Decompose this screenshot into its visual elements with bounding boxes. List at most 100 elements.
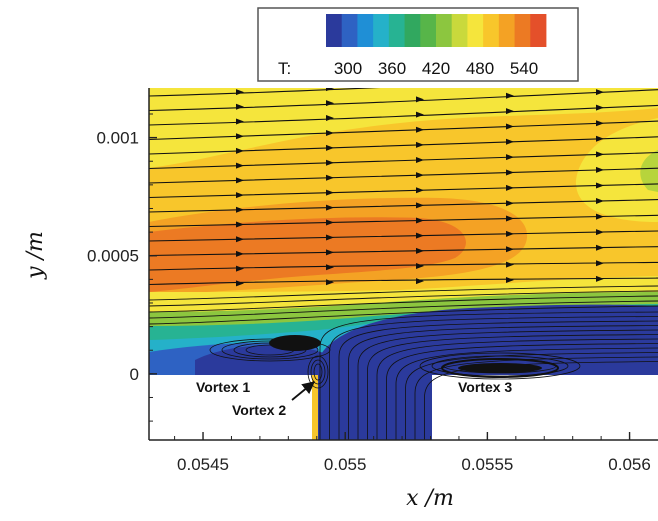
x-axis-label: x /m — [406, 486, 454, 511]
streamline-arrow — [326, 279, 334, 286]
streamline-arrow — [506, 108, 514, 115]
streamline-lower — [149, 290, 658, 307]
streamline-arrow — [596, 229, 604, 236]
colorbar-tick-label: 480 — [466, 59, 494, 78]
vortex-1-core — [269, 335, 321, 351]
streamline-arrow — [416, 202, 424, 209]
y-tick-label: 0.001 — [96, 129, 139, 148]
colorbar-swatch — [436, 14, 453, 47]
annotation-vortex-3: Vortex 3 — [458, 379, 512, 395]
streamline — [149, 104, 658, 126]
colorbar-tick-label: 420 — [422, 59, 450, 78]
streamline-jet — [367, 334, 658, 440]
streamline-arrow — [596, 74, 604, 80]
streamline-arrow — [236, 250, 244, 257]
streamline-arrow — [506, 215, 514, 222]
streamline-arrow — [326, 100, 334, 107]
y-tick-label: 0 — [130, 365, 139, 384]
streamline-lower — [149, 300, 658, 319]
colorbar-swatch — [451, 14, 468, 47]
streamline-jet — [357, 329, 658, 440]
colorbar-swatch — [326, 14, 343, 47]
colorbar-swatch — [514, 14, 531, 47]
streamline-arrow — [416, 81, 424, 87]
streamline-arrow — [506, 138, 514, 145]
colorbar-swatch — [530, 14, 547, 47]
streamline-arrow — [506, 200, 514, 207]
streamline-arrow — [236, 147, 244, 154]
colorbar-tick-label: 360 — [378, 59, 406, 78]
colorbar-swatch — [373, 14, 390, 47]
colorbar-swatch — [498, 14, 515, 47]
y-axis-ticks: 0.001 0.0005 0 — [87, 113, 157, 422]
streamline-arrow — [506, 92, 514, 99]
x-tick-label: 0.0555 — [461, 455, 513, 474]
colorbar-swatch — [341, 14, 358, 47]
colorbar-swatch — [357, 14, 374, 47]
streamline-arrow — [326, 159, 334, 166]
x-tick-label: 0.056 — [608, 455, 651, 474]
vortex-3-inner — [458, 363, 542, 373]
streamline — [149, 167, 658, 184]
region-right-bulge — [575, 118, 658, 222]
colorbar-swatch — [483, 14, 500, 47]
streamline-arrow — [326, 129, 334, 136]
streamline-arrow — [596, 260, 604, 267]
streamline-arrow — [596, 166, 604, 173]
streamline-arrow — [506, 261, 514, 268]
streamline-arrow — [416, 141, 424, 148]
streamline-jet — [395, 347, 658, 440]
colorbar-tick-label: 540 — [510, 59, 538, 78]
streamline-arrow — [236, 206, 244, 213]
streamline — [149, 230, 658, 242]
streamline-arrow — [326, 249, 334, 256]
streamline-arrow — [596, 182, 604, 189]
colorbar-variable-label: T: — [278, 59, 291, 78]
streamline-arrow — [236, 162, 244, 169]
vortex-2-loop — [307, 355, 329, 389]
streamline-arrow — [416, 156, 424, 163]
colorbar-tick-label: 300 — [334, 59, 362, 78]
streamline-arrow — [236, 103, 244, 110]
vortex-3-loop — [419, 352, 581, 380]
streamline — [149, 214, 658, 228]
x-tick-label: 0.0545 — [177, 455, 229, 474]
streamline-arrow — [236, 177, 244, 184]
streamline-jet — [405, 352, 658, 440]
streamline-arrow — [236, 221, 244, 228]
colorbar-swatch — [467, 14, 484, 47]
streamline-arrow — [326, 174, 334, 181]
streamline-lower — [149, 285, 658, 301]
streamline-arrow — [596, 135, 604, 142]
streamline-jet — [414, 356, 658, 440]
streamline-arrow — [596, 244, 604, 251]
streamline-arrow — [236, 265, 244, 272]
vortex-2-loop — [310, 359, 326, 385]
y-tick-label: 0.0005 — [87, 247, 139, 266]
streamline — [149, 151, 658, 170]
streamline-arrow — [416, 172, 424, 179]
streamline-arrow — [416, 247, 424, 254]
streamline-jet — [348, 325, 658, 440]
colorbar-swatch — [420, 14, 437, 47]
x-tick-label: 0.055 — [324, 455, 367, 474]
streamline — [149, 183, 658, 199]
streamline-arrow — [326, 234, 334, 241]
streamline-arrow — [236, 133, 244, 140]
colorbar — [326, 14, 547, 47]
plot-area — [149, 74, 658, 440]
streamline-arrow — [236, 280, 244, 287]
streamline-jet — [319, 311, 658, 440]
streamline-arrow — [506, 230, 514, 237]
annotation-vortex-2-arrow — [291, 381, 315, 401]
streamline-jet — [376, 338, 658, 440]
streamline-arrow — [416, 217, 424, 224]
streamline-arrow — [416, 126, 424, 133]
streamline-arrow — [506, 154, 514, 161]
streamline-arrow — [236, 236, 244, 243]
streamline — [149, 277, 658, 286]
streamline-arrow — [326, 264, 334, 271]
streamline-lower — [149, 295, 658, 313]
